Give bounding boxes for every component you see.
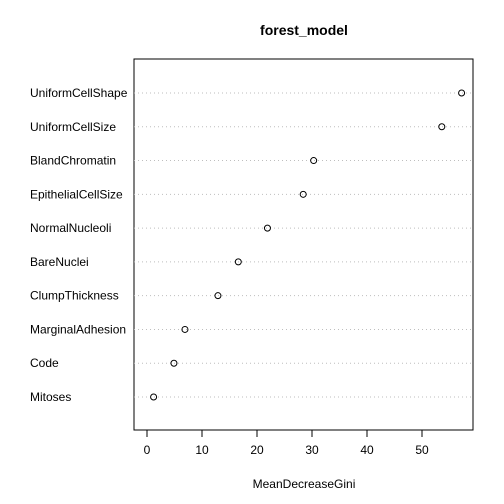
x-axis: 0 10 20 30 40 50 [144, 429, 429, 457]
category-label: UniformCellShape [30, 86, 128, 100]
x-tick-label: 20 [250, 443, 264, 457]
x-tick-label: 40 [360, 443, 374, 457]
data-point [310, 157, 318, 165]
x-tick-label: 0 [144, 443, 151, 457]
category-label: BareNuclei [30, 255, 89, 269]
data-point [458, 89, 466, 97]
category-label: MarginalAdhesion [30, 322, 126, 336]
chart-title: forest_model [260, 22, 348, 38]
category-label: BlandChromatin [30, 154, 116, 168]
plot-frame [133, 58, 474, 431]
category-label: Code [30, 356, 59, 370]
data-point [234, 258, 242, 266]
category-label: Mitoses [30, 390, 71, 404]
category-label: ClumpThickness [30, 289, 119, 303]
x-tick-label: 10 [195, 443, 209, 457]
data-point [181, 325, 189, 333]
x-tick-label: 50 [415, 443, 429, 457]
category-label: UniformCellSize [30, 120, 116, 134]
grid-lines [134, 92, 473, 398]
data-point [150, 393, 158, 401]
category-label: NormalNucleoli [30, 221, 111, 235]
data-point [170, 359, 178, 367]
data-point [438, 123, 446, 131]
category-label: EpithelialCellSize [30, 187, 123, 201]
x-tick-label: 30 [305, 443, 319, 457]
data-point [299, 190, 307, 198]
data-point [214, 292, 222, 300]
category-labels: UniformCellShape UniformCellSize BlandChro… [30, 86, 128, 404]
data-point [263, 224, 271, 232]
data-points [150, 89, 466, 401]
x-axis-title: MeanDecreaseGini [253, 477, 356, 491]
